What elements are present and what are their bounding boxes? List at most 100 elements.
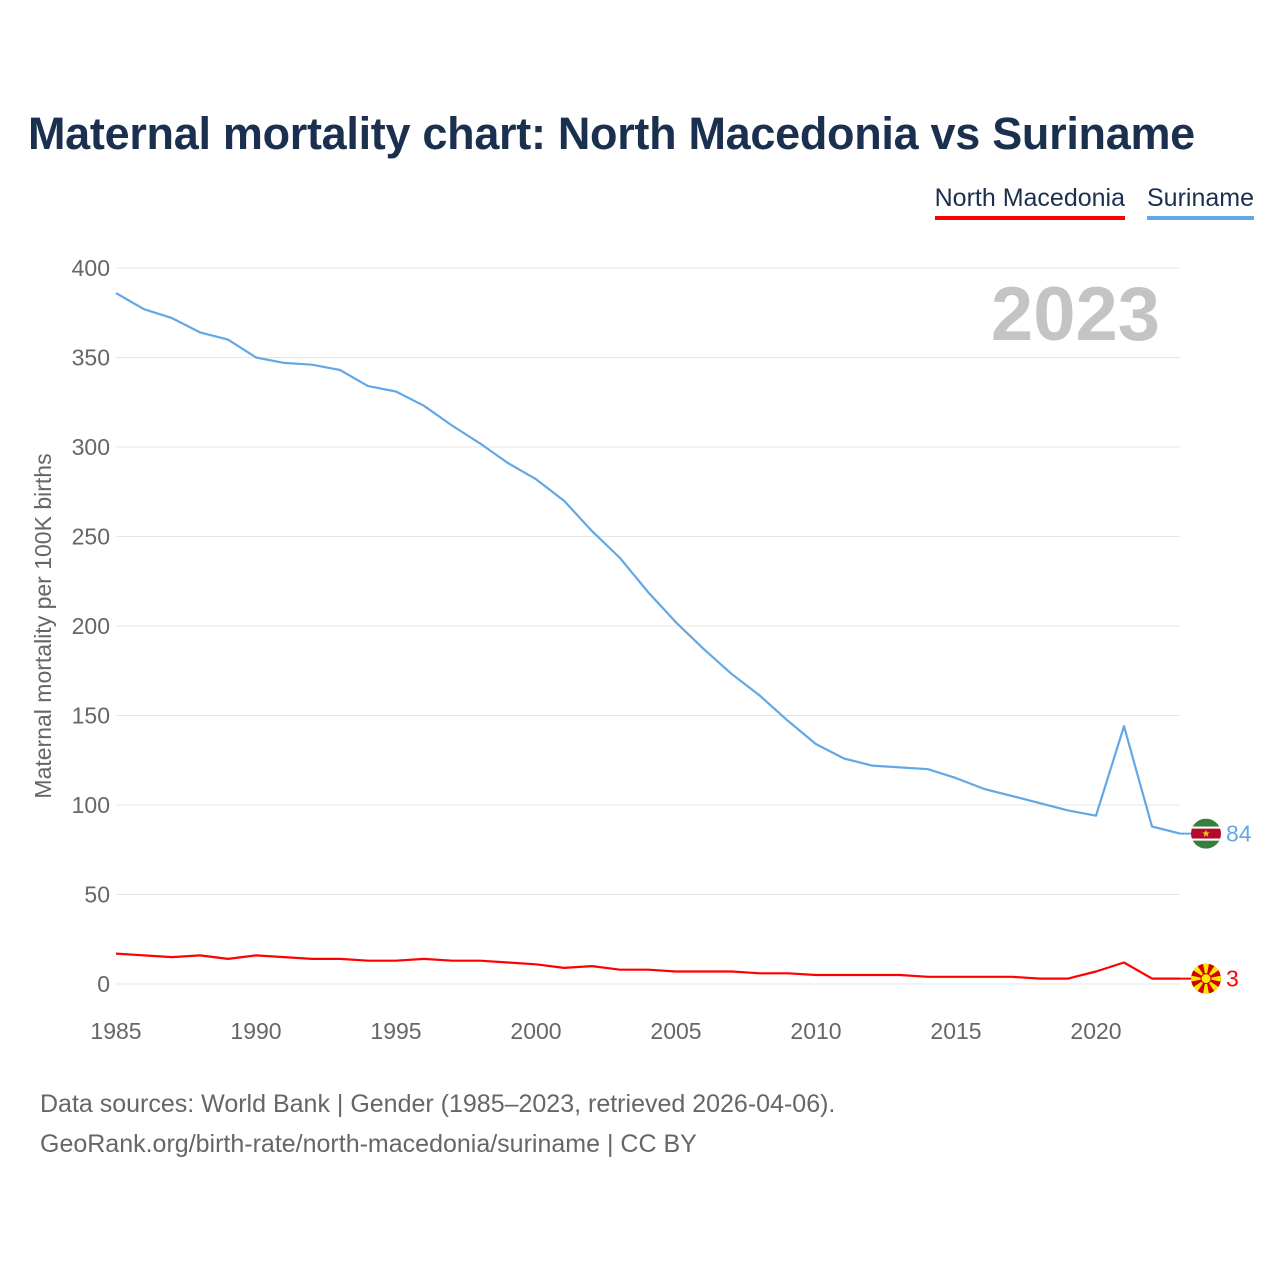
footer: Data sources: World Bank | Gender (1985–… bbox=[40, 1084, 835, 1164]
data-point-suriname-1985 bbox=[112, 289, 120, 297]
data-point-north_macedonia-2013 bbox=[896, 971, 904, 979]
data-point-suriname-2005 bbox=[672, 618, 680, 626]
data-point-north_macedonia-2006 bbox=[700, 967, 708, 975]
data-point-north_macedonia-1999 bbox=[504, 959, 512, 967]
data-point-north_macedonia-2021 bbox=[1120, 959, 1128, 967]
data-point-north_macedonia-2019 bbox=[1064, 975, 1072, 983]
end-value-label-suriname: 84 bbox=[1226, 821, 1252, 847]
data-point-north_macedonia-1994 bbox=[364, 957, 372, 965]
data-point-suriname-1999 bbox=[504, 459, 512, 467]
data-point-north_macedonia-1992 bbox=[308, 955, 316, 963]
data-point-suriname-1991 bbox=[280, 359, 288, 367]
legend: North Macedonia Suriname bbox=[934, 184, 1254, 220]
data-point-north_macedonia-2015 bbox=[952, 973, 960, 981]
x-tick-label-1990: 1990 bbox=[230, 1018, 281, 1044]
data-point-north_macedonia-2017 bbox=[1008, 973, 1016, 981]
data-point-north_macedonia-2003 bbox=[616, 966, 624, 974]
y-tick-label-250: 250 bbox=[72, 524, 110, 550]
data-point-suriname-2021 bbox=[1120, 722, 1128, 730]
x-tick-label-1985: 1985 bbox=[90, 1018, 141, 1044]
data-point-suriname-2012 bbox=[868, 762, 876, 770]
y-tick-label-400: 400 bbox=[72, 255, 110, 281]
data-point-suriname-2022 bbox=[1148, 822, 1156, 830]
data-point-suriname-1987 bbox=[168, 314, 176, 322]
x-tick-label-1995: 1995 bbox=[370, 1018, 421, 1044]
data-point-north_macedonia-1985 bbox=[112, 950, 120, 958]
data-point-suriname-2011 bbox=[840, 754, 848, 762]
data-point-suriname-2014 bbox=[924, 765, 932, 773]
data-point-north_macedonia-2010 bbox=[812, 971, 820, 979]
data-point-north_macedonia-2020 bbox=[1092, 967, 1100, 975]
legend-item-north-macedonia[interactable]: North Macedonia bbox=[934, 184, 1125, 220]
data-point-north_macedonia-1989 bbox=[224, 955, 232, 963]
data-point-suriname-2008 bbox=[756, 692, 764, 700]
data-point-north_macedonia-2012 bbox=[868, 971, 876, 979]
y-tick-label-50: 50 bbox=[84, 882, 110, 908]
data-point-suriname-2018 bbox=[1036, 799, 1044, 807]
data-point-suriname-1993 bbox=[336, 366, 344, 374]
data-point-north_macedonia-1997 bbox=[448, 957, 456, 965]
data-point-suriname-2019 bbox=[1064, 806, 1072, 814]
suriname-flag-icon bbox=[1191, 818, 1221, 849]
y-tick-label-200: 200 bbox=[72, 613, 110, 639]
data-point-north_macedonia-2011 bbox=[840, 971, 848, 979]
data-point-suriname-2020 bbox=[1092, 812, 1100, 820]
data-point-suriname-1988 bbox=[196, 328, 204, 336]
data-point-north_macedonia-2007 bbox=[728, 967, 736, 975]
data-point-suriname-1986 bbox=[140, 305, 148, 313]
data-point-suriname-2001 bbox=[560, 497, 568, 505]
x-tick-label-2005: 2005 bbox=[650, 1018, 701, 1044]
data-sources-note: Data sources: World Bank | Gender (1985–… bbox=[40, 1090, 836, 1118]
data-point-suriname-1998 bbox=[476, 439, 484, 447]
data-point-north_macedonia-1988 bbox=[196, 951, 204, 959]
chart-title: Maternal mortality chart: North Macedoni… bbox=[28, 108, 1195, 159]
data-point-north_macedonia-2022 bbox=[1148, 975, 1156, 983]
data-point-north_macedonia-2000 bbox=[532, 960, 540, 968]
data-point-north_macedonia-2002 bbox=[588, 962, 596, 970]
data-point-north_macedonia-1991 bbox=[280, 953, 288, 961]
data-point-north_macedonia-1998 bbox=[476, 957, 484, 965]
y-tick-label-300: 300 bbox=[72, 434, 110, 460]
data-point-suriname-2009 bbox=[784, 717, 792, 725]
data-point-suriname-1995 bbox=[392, 388, 400, 396]
data-point-suriname-2016 bbox=[980, 785, 988, 793]
data-point-suriname-1992 bbox=[308, 361, 316, 369]
end-value-label-north_macedonia: 3 bbox=[1226, 966, 1239, 992]
y-tick-label-150: 150 bbox=[72, 703, 110, 729]
data-point-north_macedonia-2008 bbox=[756, 969, 764, 977]
data-point-north_macedonia-1990 bbox=[252, 951, 260, 959]
data-point-suriname-1996 bbox=[420, 402, 428, 410]
x-tick-label-2015: 2015 bbox=[930, 1018, 981, 1044]
series-line-suriname bbox=[115, 292, 1181, 835]
x-tick-label-2020: 2020 bbox=[1070, 1018, 1121, 1044]
data-point-north_macedonia-2009 bbox=[784, 969, 792, 977]
data-point-north_macedonia-2004 bbox=[644, 966, 652, 974]
data-point-north_macedonia-1986 bbox=[140, 951, 148, 959]
data-point-north_macedonia-2005 bbox=[672, 967, 680, 975]
data-point-suriname-2002 bbox=[588, 527, 596, 535]
year-label: 2023 bbox=[991, 272, 1160, 357]
data-point-north_macedonia-2018 bbox=[1036, 975, 1044, 983]
series-line-north_macedonia bbox=[115, 952, 1180, 980]
data-point-suriname-2010 bbox=[812, 740, 820, 748]
data-point-suriname-2000 bbox=[532, 475, 540, 483]
data-point-suriname-1990 bbox=[252, 354, 260, 362]
data-point-suriname-1997 bbox=[448, 422, 456, 430]
legend-item-suriname[interactable]: Suriname bbox=[1147, 184, 1254, 220]
data-point-north_macedonia-2001 bbox=[560, 964, 568, 972]
data-point-suriname-2015 bbox=[952, 774, 960, 782]
source-link[interactable]: GeoRank.org/birth-rate/north-macedonia/s… bbox=[40, 1130, 697, 1158]
data-point-suriname-2007 bbox=[728, 670, 736, 678]
data-point-suriname-2004 bbox=[644, 588, 652, 596]
data-point-north_macedonia-2016 bbox=[980, 973, 988, 981]
x-tick-label-2010: 2010 bbox=[790, 1018, 841, 1044]
data-point-north_macedonia-2014 bbox=[924, 973, 932, 981]
x-tick-label-2000: 2000 bbox=[510, 1018, 561, 1044]
data-point-suriname-1989 bbox=[224, 336, 232, 344]
y-tick-label-350: 350 bbox=[72, 345, 110, 371]
data-point-north_macedonia-1987 bbox=[168, 953, 176, 961]
data-point-suriname-1994 bbox=[364, 382, 372, 390]
data-point-suriname-2017 bbox=[1008, 792, 1016, 800]
data-point-suriname-2003 bbox=[616, 554, 624, 562]
